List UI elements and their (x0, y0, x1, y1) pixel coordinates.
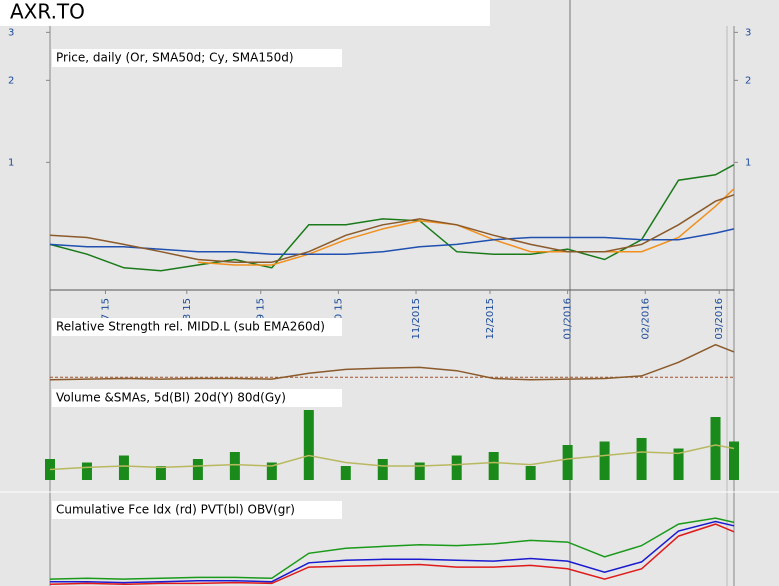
y-tick-label: 2 (745, 75, 751, 86)
series-line (49, 517, 735, 580)
bar (599, 441, 610, 480)
series-line (49, 343, 735, 381)
series-line (49, 194, 735, 263)
bar (229, 452, 240, 480)
panel-title: Cumulative Fce Idx (rd) PVT(bl) OBV(gr) (56, 503, 295, 517)
x-tick-label: 12/2015 (485, 298, 496, 340)
panel-title-box (52, 49, 342, 67)
bar (710, 417, 721, 480)
bar (192, 459, 203, 480)
panel-title-box (52, 318, 342, 336)
bar (636, 438, 647, 480)
x-tick-label: 10 15 (333, 298, 344, 327)
series-line (49, 523, 735, 586)
bar (266, 462, 277, 480)
bar (488, 452, 499, 480)
x-tick-label: 03/2016 (714, 298, 725, 340)
y-tick-label: 3 (745, 27, 751, 38)
series-line (49, 444, 735, 471)
bar (673, 448, 684, 480)
page-title: AXR.TO (10, 0, 85, 24)
bar (155, 466, 166, 480)
x-tick-label: 08 15 (182, 298, 193, 327)
series-line (49, 228, 735, 255)
series-line (49, 164, 735, 272)
panel-title: Price, daily (Or, SMA50d; Cy, SMA150d) (56, 51, 294, 65)
x-tick-label: 02/2016 (640, 298, 651, 340)
x-tick-label: 01/2016 (563, 298, 574, 340)
title-box (0, 0, 490, 26)
bar (377, 459, 388, 480)
y-tick-label: 2 (8, 75, 14, 86)
panel-title: Relative Strength rel. MIDD.L (sub EMA26… (56, 320, 325, 334)
x-tick-label: 09 15 (256, 298, 267, 327)
bar (303, 410, 314, 480)
bar (414, 462, 425, 480)
y-tick-label: 1 (745, 157, 751, 168)
bar (525, 466, 536, 480)
y-tick-label: 3 (8, 27, 14, 38)
panel-title: Volume &SMAs, 5d(Bl) 20d(Y) 80d(Gy) (56, 391, 286, 405)
bar (81, 462, 92, 480)
series-line (50, 520, 735, 584)
bar (340, 466, 351, 480)
y-tick-label: 1 (8, 157, 14, 168)
bar (562, 445, 573, 480)
bar (451, 455, 462, 480)
bar (118, 455, 129, 480)
series-line (197, 188, 735, 266)
bar (729, 441, 739, 480)
x-tick-label: 07 15 (100, 298, 111, 327)
x-tick-label: 11/2015 (411, 298, 422, 340)
panel-title-box (52, 501, 342, 519)
panel-title-box (52, 389, 342, 407)
